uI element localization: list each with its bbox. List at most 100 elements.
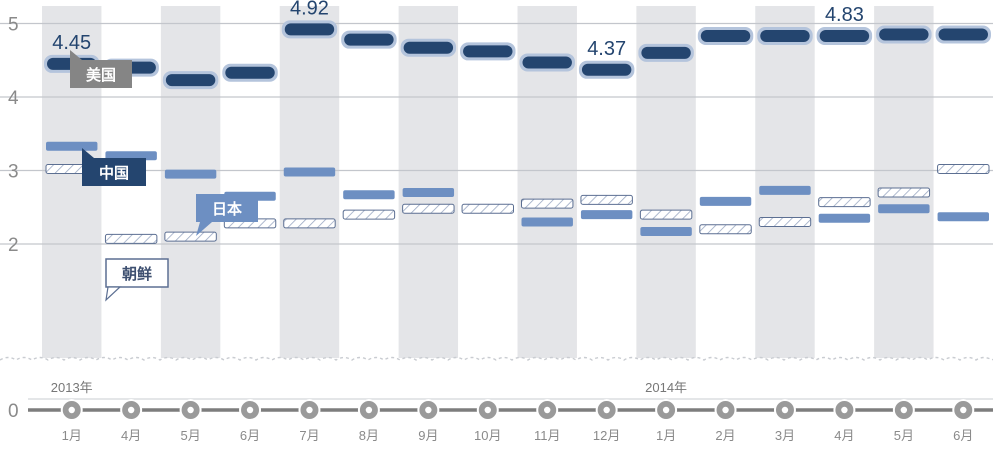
x-tick-label: 1月 bbox=[62, 428, 82, 443]
data-bar bbox=[758, 216, 812, 227]
axis-marker-dot bbox=[841, 406, 848, 414]
data-bar bbox=[699, 196, 752, 206]
y-tick-label: 3 bbox=[8, 162, 19, 183]
column-band bbox=[279, 6, 340, 358]
axis-marker-dot bbox=[187, 406, 194, 414]
column-band bbox=[160, 6, 221, 358]
y-tick-label: 4 bbox=[8, 88, 19, 109]
legend-box bbox=[82, 158, 146, 186]
axis-marker-dot bbox=[900, 406, 908, 414]
y-tick-label: 5 bbox=[8, 15, 19, 36]
data-bar bbox=[104, 233, 158, 244]
data-bar bbox=[641, 46, 691, 59]
axis-marker-dot bbox=[960, 406, 967, 414]
x-tick-label: 6月 bbox=[240, 428, 260, 443]
legend-pointer bbox=[196, 222, 212, 236]
data-bar bbox=[581, 63, 632, 76]
data-bar bbox=[402, 188, 455, 198]
y-axis: 023456 bbox=[8, 15, 19, 423]
axis-marker-dot bbox=[365, 406, 373, 414]
axis-break-line bbox=[0, 356, 993, 361]
data-bar bbox=[878, 204, 930, 214]
x-tick-label: 12月 bbox=[593, 428, 620, 443]
legend-box bbox=[70, 60, 132, 88]
data-bar bbox=[937, 212, 989, 222]
data-bar bbox=[342, 209, 396, 220]
legend-pointer bbox=[105, 286, 122, 302]
legend-label: 朝鲜 bbox=[122, 265, 152, 283]
x-tick-label: 8月 bbox=[359, 428, 379, 443]
axis-marker-dot bbox=[544, 406, 551, 414]
data-bar bbox=[700, 29, 751, 42]
column-band bbox=[755, 6, 815, 358]
axis-marker-dot bbox=[722, 406, 729, 414]
data-bar bbox=[522, 56, 572, 69]
axis-marker-dot bbox=[425, 406, 432, 414]
data-bar bbox=[521, 217, 573, 227]
data-bar bbox=[225, 66, 275, 79]
axis-marker-dot bbox=[484, 406, 491, 414]
axis-marker-dot bbox=[781, 406, 789, 414]
data-bar bbox=[818, 213, 871, 223]
data-bar bbox=[819, 29, 870, 42]
axis-marker-dot bbox=[662, 406, 670, 414]
axis-marker-dot bbox=[68, 406, 75, 414]
x-tick-label: 6月 bbox=[953, 428, 973, 443]
data-bar bbox=[877, 187, 931, 198]
data-bar bbox=[818, 197, 871, 208]
data-bar bbox=[639, 209, 693, 220]
column-band bbox=[398, 6, 459, 358]
legend-label: 中国 bbox=[99, 164, 129, 182]
data-bar bbox=[580, 210, 633, 220]
data-bar bbox=[343, 190, 395, 200]
data-bar bbox=[165, 74, 216, 87]
data-bar bbox=[461, 203, 514, 214]
data-label: 4.45 bbox=[52, 32, 91, 54]
data-label: 4.37 bbox=[587, 38, 626, 60]
data-bar bbox=[938, 28, 988, 41]
data-bar bbox=[283, 167, 336, 177]
data-bar bbox=[164, 231, 217, 242]
y-tick-label: 2 bbox=[8, 235, 19, 256]
column-bands bbox=[42, 6, 934, 358]
data-bar bbox=[283, 218, 336, 229]
x-tick-label: 5月 bbox=[180, 428, 200, 443]
data-bar bbox=[760, 29, 810, 42]
data-bar bbox=[759, 185, 811, 195]
data-bar bbox=[403, 41, 454, 54]
x-axis: 1月 4月 5月 6月 7月 8月 9月 10月 11月 12月 1月 2月 3月 4月 5月 6月 2013年… bbox=[28, 380, 993, 443]
data-bar bbox=[879, 28, 929, 41]
x-tick-label: 1月 bbox=[656, 428, 676, 443]
legend-box bbox=[105, 258, 169, 288]
x-tick-label: 5月 bbox=[894, 428, 914, 443]
legend-pointer bbox=[82, 148, 94, 158]
data-bar bbox=[164, 169, 217, 179]
data-labels: 4.45 4.92 4.37 4.83 bbox=[52, 0, 864, 60]
legend-label: 日本 bbox=[212, 200, 242, 218]
x-tick-label: 4月 bbox=[834, 428, 854, 443]
x-tick-label: 2月 bbox=[715, 428, 735, 443]
data-bar bbox=[402, 203, 455, 214]
axis-break bbox=[0, 356, 993, 361]
x-tick-label: 4月 bbox=[121, 428, 141, 443]
data-bar bbox=[580, 194, 633, 205]
data-label: 4.92 bbox=[290, 0, 329, 19]
legend-kp: 朝鲜 bbox=[105, 258, 169, 302]
legend-label: 美国 bbox=[86, 66, 116, 84]
column-band bbox=[874, 6, 934, 358]
x-tick-label: 11月 bbox=[534, 428, 561, 443]
data-bar bbox=[46, 141, 98, 151]
column-band bbox=[636, 6, 696, 358]
legend-us: 美国 bbox=[70, 50, 132, 88]
axis-marker-dot bbox=[603, 406, 610, 414]
data-bar bbox=[699, 224, 752, 235]
legend-pointer bbox=[70, 50, 82, 60]
data-bar bbox=[937, 164, 990, 175]
x-tick-label: 10月 bbox=[474, 428, 501, 443]
axis-marker-dot bbox=[246, 406, 254, 414]
year-label: 2013年 bbox=[51, 380, 93, 395]
legend-jp: 日本 bbox=[196, 194, 258, 236]
legend-box bbox=[196, 194, 258, 222]
axis-marker-dot bbox=[306, 406, 313, 414]
